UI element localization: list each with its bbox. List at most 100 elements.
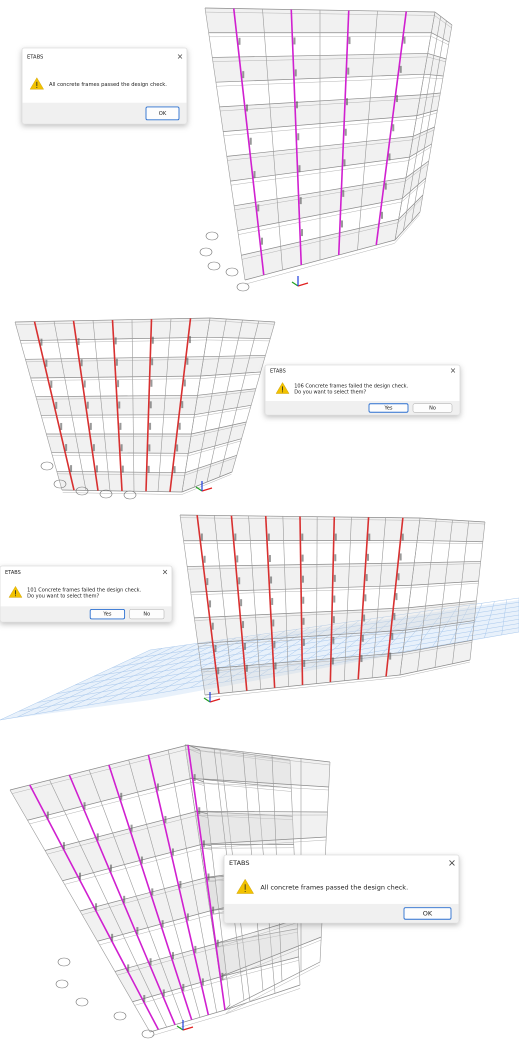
beam [62,492,182,495]
dialog-button[interactable] [129,609,165,620]
member-label [381,211,383,219]
column [411,20,447,222]
beam [82,881,208,915]
design-column [375,11,408,246]
floor-slab [188,422,247,454]
member-label [333,595,336,603]
beam [401,180,426,203]
member-label [62,842,65,850]
member-label [55,401,58,409]
member-label [301,533,304,541]
beam [214,928,298,945]
grid-bubble [53,479,67,489]
warning-dot [14,595,16,597]
button-label[interactable]: No [429,406,436,412]
member-label [389,652,392,660]
grid-bubble [236,282,250,292]
member-label [298,165,301,173]
member-label [267,533,270,541]
beam [185,748,291,764]
floor-slab [402,161,429,199]
beam [193,781,205,786]
beam [398,194,424,220]
design-column [111,319,123,492]
dialog-button[interactable] [412,403,453,413]
floor-slab [195,811,294,845]
beam [195,814,293,820]
beam [184,744,291,761]
member-label [186,357,189,365]
column [469,521,486,661]
member-label [77,338,80,346]
beam [9,744,189,791]
design-column [72,320,99,491]
beam [430,35,449,46]
member-label [96,833,99,841]
dialog: ETABS × 106 Concrete frames failed the des… [264,364,461,416]
member-label [301,575,304,583]
member-label [334,554,337,562]
button-label[interactable]: OK [423,909,433,917]
member-label [149,958,152,966]
grid-line [93,610,519,677]
close-button[interactable]: × [450,366,456,375]
dialog-button[interactable] [145,106,180,121]
column [219,320,260,478]
member-label [365,574,368,582]
column [131,319,135,492]
beam [399,661,470,678]
floor-slab [215,912,323,977]
member-label [80,359,83,367]
dialog-button[interactable] [89,608,126,620]
member-label [121,465,124,473]
member-label [120,792,123,800]
beam [197,814,209,818]
design-column [169,318,192,492]
member-label [396,95,398,103]
button-label[interactable]: Yes [383,406,392,412]
dialog-button[interactable] [403,907,452,920]
beam [397,197,423,223]
button-label[interactable]: OK [159,111,167,117]
beam [200,847,294,849]
member-label [123,895,126,903]
dialog-title: ETABS [229,859,250,867]
close-button[interactable]: × [448,858,456,869]
floor-slab [80,877,212,942]
design-column [33,321,75,491]
member-label [212,906,215,914]
beam [408,146,432,161]
button-label[interactable]: Yes [102,612,111,618]
close-button[interactable]: × [177,52,184,61]
close-button[interactable]: × [162,568,168,577]
button-label[interactable]: No [143,612,150,618]
beam [434,11,453,26]
beam [427,56,446,63]
member-label [392,124,395,132]
member-label [395,593,398,601]
beam [132,976,221,1003]
beam [409,143,432,158]
beam [190,781,329,791]
column [199,749,231,1006]
member-label [151,336,154,344]
member-label [181,401,184,409]
member-label [211,622,214,630]
member-label [206,578,209,586]
column [9,789,151,1033]
axis-x [297,282,309,287]
member-label [268,555,271,563]
member-label [95,465,98,473]
dialog-button[interactable] [368,403,409,413]
member-label [207,873,210,881]
member-label [149,401,152,409]
member-label [149,422,152,430]
axis-y [195,486,203,492]
beam [27,777,193,821]
dialog-message: All concrete frames passed the design ch… [260,884,408,892]
member-label [360,655,363,663]
member-label [171,848,174,856]
grid-bubble [207,261,221,271]
design-column [357,517,370,680]
dialog: ETABS × All concrete frames passed the des… [223,854,460,924]
